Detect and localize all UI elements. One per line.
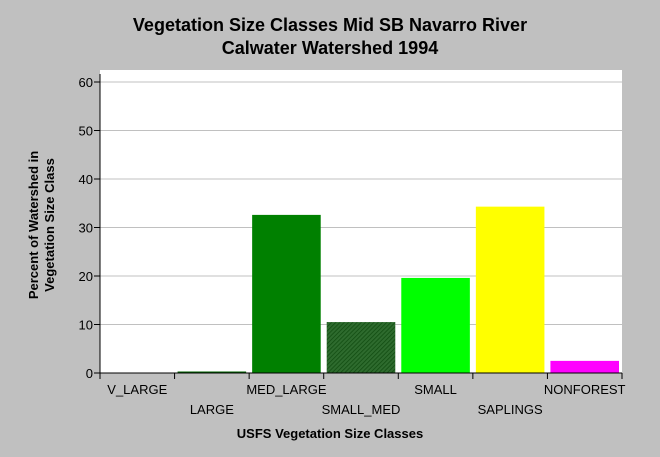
axes xyxy=(99,74,622,374)
y-axis-title-line1: Percent of Watershed in xyxy=(26,151,41,299)
y-tick-label: 0 xyxy=(86,366,93,381)
x-tick-label: SMALL xyxy=(414,382,457,397)
y-ticks: 0 10 20 30 40 50 60 xyxy=(79,75,100,381)
chart-title-line2: Calwater Watershed 1994 xyxy=(221,38,439,58)
x-tick-label: LARGE xyxy=(190,402,234,417)
y-axis-title-line2: Vegetation Size Class xyxy=(42,158,57,292)
y-tick-label: 30 xyxy=(79,221,93,236)
x-axis-title: USFS Vegetation Size Classes xyxy=(236,426,424,441)
x-tick-label: SAPLINGS xyxy=(478,402,543,417)
x-tick-label: MED_LARGE xyxy=(246,382,327,397)
y-tick-label: 50 xyxy=(79,124,93,139)
x-tick-label: SMALL_MED xyxy=(322,402,401,417)
bar-med-large xyxy=(252,214,321,373)
y-tick-label: 10 xyxy=(79,318,93,333)
y-tick-label: 20 xyxy=(79,269,93,284)
bar-small xyxy=(401,277,470,373)
x-ticks: V_LARGE LARGE MED_LARGE SMALL_MED SMALL SAPLI… xyxy=(99,373,626,417)
bar-saplings xyxy=(475,206,545,373)
y-tick-label: 40 xyxy=(79,172,93,187)
bars xyxy=(177,206,619,373)
bar-nonforest xyxy=(550,360,619,373)
chart-title-line1: Vegetation Size Classes Mid SB Navarro R… xyxy=(132,15,528,35)
y-tick-label: 60 xyxy=(79,75,93,90)
y-axis-title: Percent of Watershed in Vegetation Size … xyxy=(26,151,57,299)
bar-large xyxy=(177,371,247,373)
x-tick-label: NONFOREST xyxy=(544,382,626,397)
bar-small-med xyxy=(326,322,396,373)
x-tick-label: V_LARGE xyxy=(107,382,167,397)
gridlines xyxy=(100,81,622,325)
